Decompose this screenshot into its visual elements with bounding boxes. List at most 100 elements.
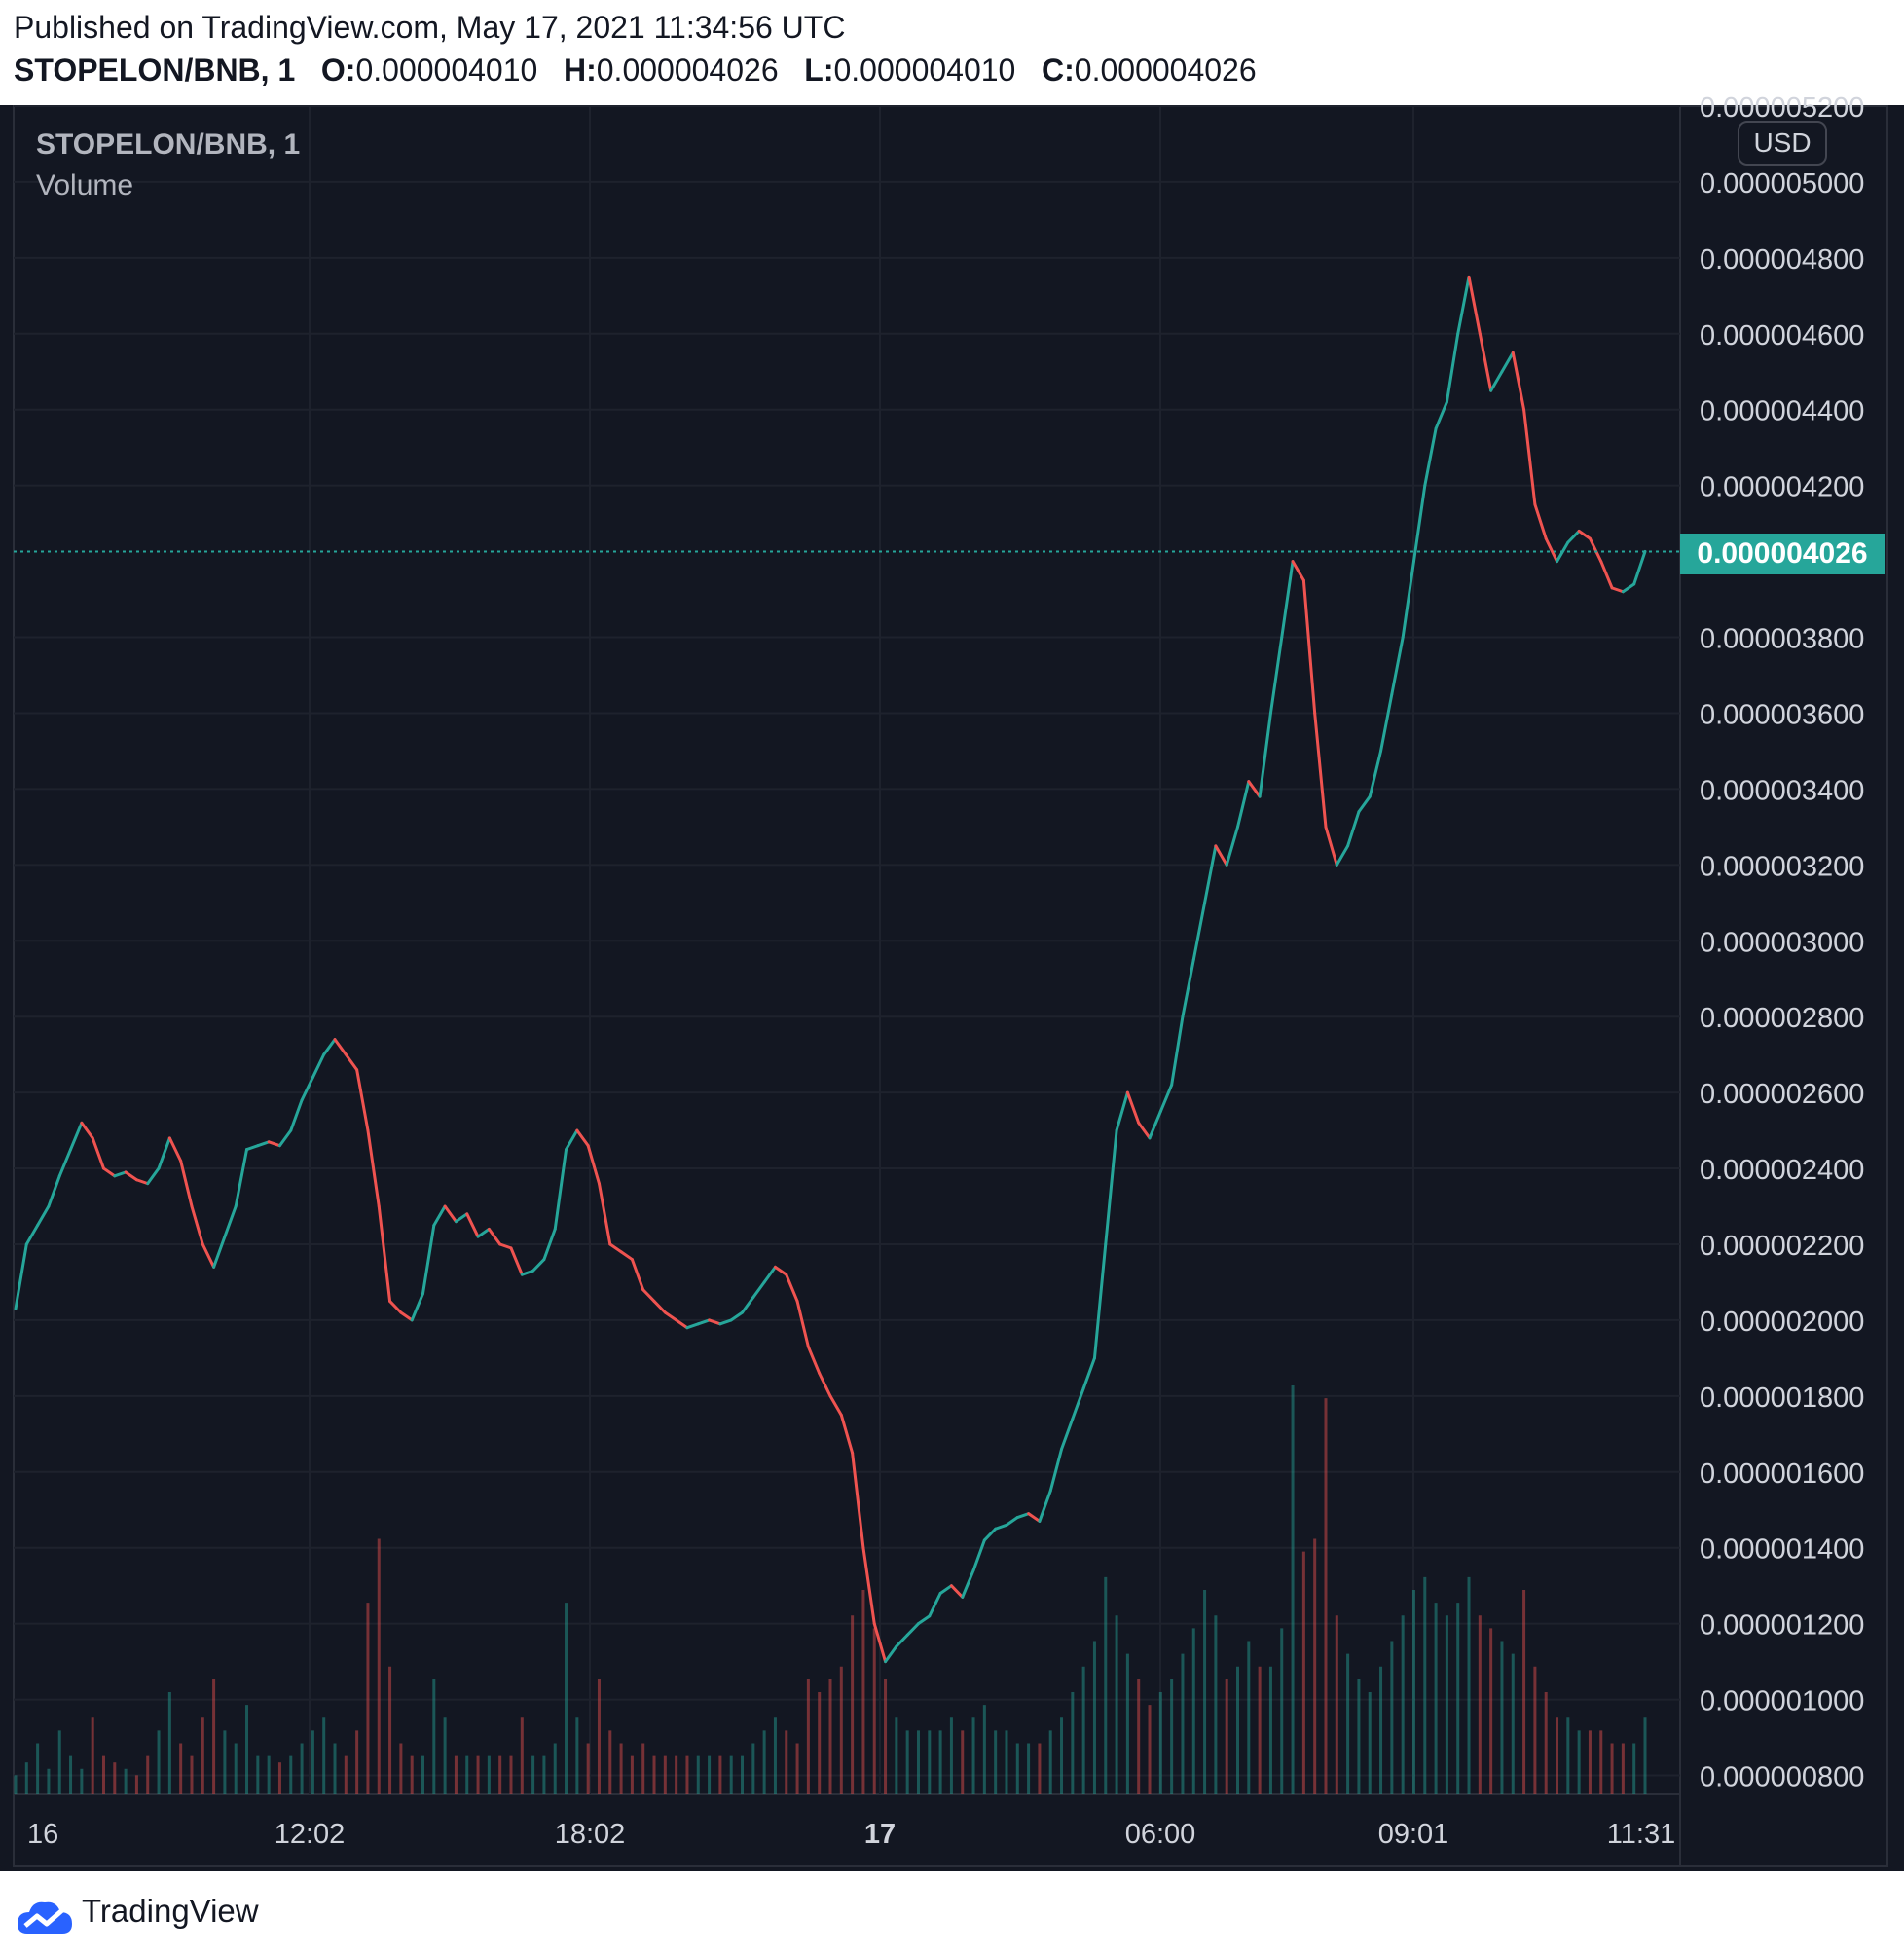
price-segment bbox=[1390, 636, 1405, 696]
price-segment bbox=[1566, 529, 1581, 544]
price-segment bbox=[597, 1182, 612, 1246]
ohlc-high-value: 0.000004026 bbox=[596, 53, 779, 88]
volume-bar bbox=[80, 1768, 84, 1794]
price-segment bbox=[355, 1068, 370, 1132]
volume-bar bbox=[1027, 1743, 1031, 1794]
price-segment bbox=[741, 1296, 755, 1314]
price-segment bbox=[476, 1227, 491, 1238]
volume-bar bbox=[1423, 1576, 1427, 1794]
price-segment bbox=[795, 1299, 810, 1348]
price-tick-label: 0.000002600 bbox=[1700, 1079, 1864, 1110]
price-segment bbox=[751, 1280, 766, 1300]
price-segment bbox=[1015, 1512, 1031, 1520]
price-segment bbox=[1038, 1489, 1052, 1523]
price-tick-label: 0.000001000 bbox=[1700, 1686, 1864, 1717]
volume-bar bbox=[708, 1755, 712, 1794]
price-segment bbox=[938, 1584, 953, 1595]
volume-bar bbox=[1346, 1653, 1350, 1794]
volume-bar bbox=[1489, 1628, 1493, 1794]
volume-bar bbox=[1544, 1692, 1548, 1794]
volume-bar bbox=[1214, 1615, 1218, 1794]
legend-symbol[interactable]: STOPELON/BNB, 1 bbox=[36, 129, 301, 161]
volume-bar bbox=[1115, 1615, 1118, 1794]
price-segment bbox=[1423, 426, 1438, 488]
price-segment bbox=[91, 1136, 105, 1170]
price-tick-label: 0.000003400 bbox=[1700, 775, 1864, 806]
volume-bar bbox=[57, 1730, 61, 1794]
price-segment bbox=[520, 1269, 535, 1276]
volume-bar bbox=[851, 1615, 855, 1794]
price-segment bbox=[201, 1242, 216, 1269]
volume-bar bbox=[124, 1768, 128, 1794]
volume-bar bbox=[476, 1755, 480, 1794]
volume-bar bbox=[377, 1538, 381, 1794]
price-chart[interactable]: 0.000005200 0.000005000 0.000004800 0.00000… bbox=[0, 0, 1904, 1871]
price-segment bbox=[14, 1242, 28, 1310]
price-segment bbox=[1313, 711, 1328, 829]
price-segment bbox=[454, 1212, 469, 1224]
price-segment bbox=[47, 1174, 61, 1208]
volume-bar bbox=[134, 1775, 138, 1794]
volume-bar bbox=[1379, 1666, 1383, 1794]
legend-volume[interactable]: Volume bbox=[36, 169, 134, 202]
price-tick-label: 0.000003600 bbox=[1700, 699, 1864, 730]
price-segment bbox=[531, 1258, 546, 1273]
volume-bar bbox=[608, 1730, 612, 1794]
ohlc-symbol: STOPELON/BNB, 1 bbox=[14, 53, 296, 88]
price-segment bbox=[333, 1038, 348, 1056]
price-tick-label: 0.000004400 bbox=[1700, 396, 1864, 427]
price-segment bbox=[1346, 810, 1361, 848]
volume-bar bbox=[1060, 1717, 1064, 1794]
volume-bar bbox=[839, 1666, 843, 1794]
grid-lines bbox=[14, 105, 1680, 1794]
price-segment bbox=[1301, 578, 1317, 715]
volume-bar bbox=[1225, 1679, 1228, 1794]
volume-bar bbox=[443, 1717, 447, 1794]
price-segment bbox=[1411, 484, 1427, 564]
price-tick-label: 0.000003200 bbox=[1700, 851, 1864, 882]
volume-bar bbox=[785, 1730, 788, 1794]
volume-bar bbox=[994, 1730, 998, 1794]
volume-bar bbox=[1005, 1730, 1008, 1794]
price-segment bbox=[388, 1299, 403, 1314]
price-segment bbox=[1291, 560, 1305, 582]
volume-bar bbox=[234, 1743, 238, 1794]
price-segment bbox=[487, 1227, 502, 1246]
volume-bar bbox=[619, 1743, 623, 1794]
price-segment bbox=[575, 1128, 590, 1148]
price-segment bbox=[1456, 275, 1471, 336]
tradingview-brand[interactable]: TradingView bbox=[82, 1893, 259, 1929]
volume-bar bbox=[167, 1692, 171, 1794]
price-segment bbox=[553, 1148, 568, 1231]
volume-bar bbox=[190, 1755, 194, 1794]
volume-bar bbox=[1411, 1590, 1415, 1794]
currency-badge[interactable]: USD bbox=[1738, 121, 1827, 166]
volume-bar bbox=[1104, 1576, 1108, 1794]
time-axis[interactable]: 16 12:02 18:02 17 06:00 09:01 11:31 bbox=[27, 1819, 1675, 1850]
volume-bar bbox=[1599, 1730, 1603, 1794]
price-segment bbox=[729, 1310, 745, 1322]
price-segment bbox=[718, 1318, 733, 1326]
price-segment bbox=[565, 1128, 579, 1152]
volume-bar bbox=[1643, 1717, 1647, 1794]
price-segment bbox=[80, 1121, 94, 1140]
price-segment bbox=[322, 1038, 337, 1056]
volume-bar bbox=[696, 1755, 700, 1794]
volume-bar bbox=[47, 1768, 51, 1794]
volume-bar bbox=[1258, 1666, 1262, 1794]
price-segment bbox=[949, 1584, 965, 1599]
price-tick-label: 0.000001600 bbox=[1700, 1458, 1864, 1490]
price-axis[interactable]: 0.000005200 0.000005000 0.000004800 0.00000… bbox=[1700, 92, 1864, 1793]
price-segment bbox=[828, 1394, 843, 1417]
ohlc-close-label: C: bbox=[1042, 53, 1075, 88]
price-segment bbox=[675, 1318, 689, 1330]
volume-bar bbox=[410, 1755, 414, 1794]
volume-bar bbox=[1268, 1666, 1272, 1794]
price-segment bbox=[1115, 1090, 1129, 1132]
volume-bar bbox=[1390, 1641, 1394, 1794]
price-segment bbox=[1621, 582, 1636, 594]
price-tick-label: 0.000005200 bbox=[1700, 92, 1864, 124]
price-segment bbox=[124, 1170, 138, 1182]
volume-bar bbox=[718, 1755, 722, 1794]
volume-bar bbox=[1610, 1743, 1614, 1794]
